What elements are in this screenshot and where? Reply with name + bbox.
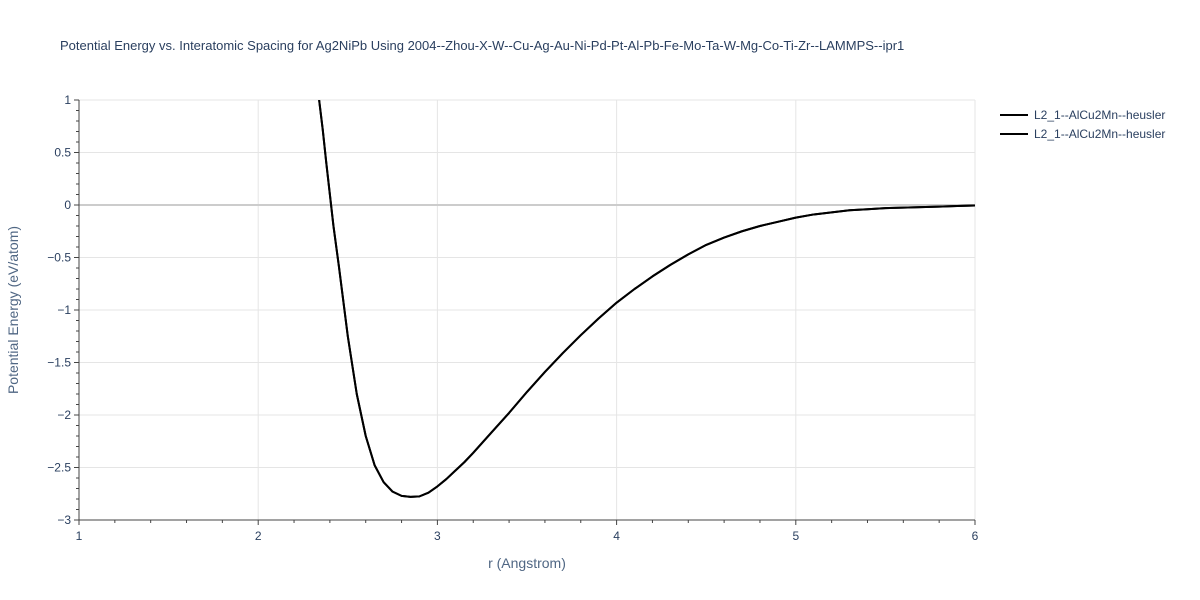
y-tick-label: −0.5 bbox=[47, 251, 71, 265]
y-tick-label: 0 bbox=[64, 198, 71, 212]
y-tick-label: −1 bbox=[57, 303, 71, 317]
y-tick-label: −2.5 bbox=[47, 461, 71, 475]
x-tick-label: 1 bbox=[76, 529, 83, 543]
chart-title: Potential Energy vs. Interatomic Spacing… bbox=[60, 38, 904, 53]
y-axis-label: Potential Energy (eV/atom) bbox=[5, 226, 21, 394]
legend[interactable]: L2_1--AlCu2Mn--heusler L2_1--AlCu2Mn--heu… bbox=[1000, 108, 1165, 141]
y-tick-label: 0.5 bbox=[54, 146, 71, 160]
series-line-2 bbox=[318, 100, 975, 498]
x-axis-label: r (Angstrom) bbox=[488, 555, 566, 571]
legend-entry-label[interactable]: L2_1--AlCu2Mn--heusler bbox=[1034, 108, 1165, 122]
series-line-1 bbox=[318, 100, 975, 498]
x-tick-label: 5 bbox=[792, 529, 799, 543]
x-tick-label: 4 bbox=[613, 529, 620, 543]
axis-ticks: 1 2 3 4 5 6 1 0.5 0 −0.5 −1 −1.5 −2 −2.5 −3 bbox=[47, 93, 978, 543]
legend-entry-label[interactable]: L2_1--AlCu2Mn--heusler bbox=[1034, 127, 1165, 141]
x-tick-label: 6 bbox=[972, 529, 979, 543]
x-tick-label: 2 bbox=[255, 529, 262, 543]
y-tick-label: 1 bbox=[64, 93, 71, 107]
y-tick-label: −1.5 bbox=[47, 356, 71, 370]
grid bbox=[78, 99, 976, 521]
y-tick-label: −2 bbox=[57, 408, 71, 422]
series-layer bbox=[318, 100, 975, 498]
x-tick-label: 3 bbox=[434, 529, 441, 543]
y-tick-label: −3 bbox=[57, 513, 71, 527]
